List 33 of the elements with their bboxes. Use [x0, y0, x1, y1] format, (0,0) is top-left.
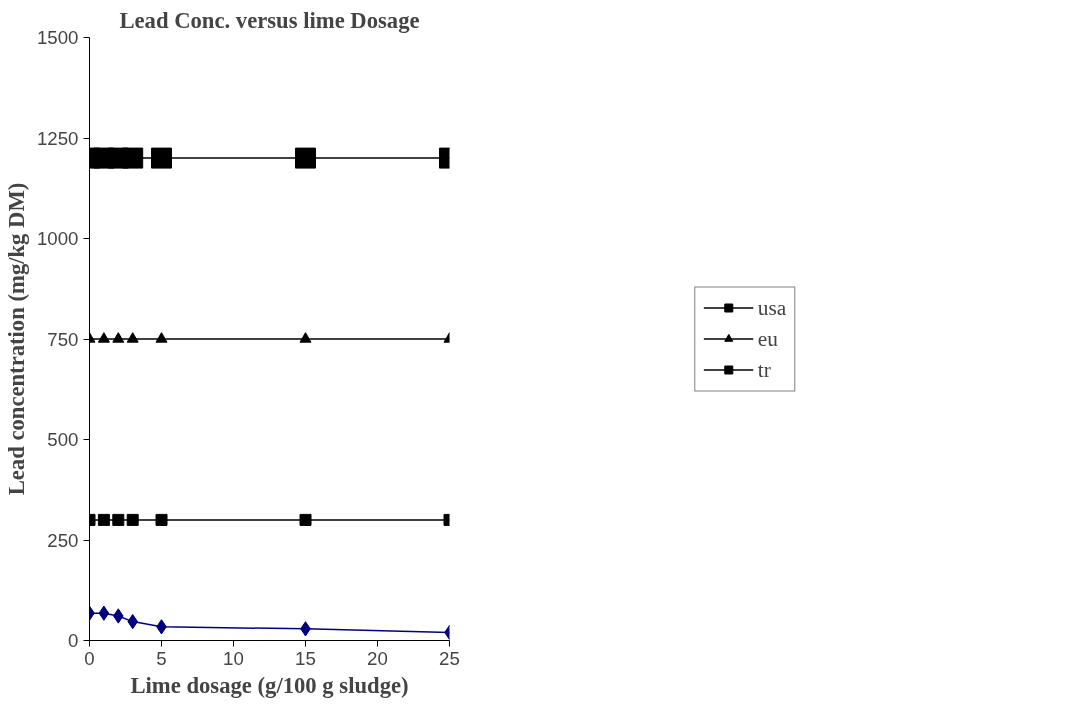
x-axis-title: Lime dosage (g/100 g sludge) [130, 672, 409, 698]
y-tick-label: 1250 [37, 127, 79, 149]
point [112, 513, 125, 526]
y-tick-label: 500 [47, 429, 79, 450]
point [299, 513, 312, 526]
x-tick-label: 25 [439, 647, 460, 669]
point [155, 332, 168, 343]
y-tick-label: 0 [68, 630, 79, 651]
point [112, 332, 125, 343]
point [98, 605, 110, 621]
legend-label: eu [757, 326, 778, 351]
point [126, 332, 139, 343]
y-tick-label: 1500 [37, 27, 79, 48]
point [122, 147, 144, 169]
x-tick-label: 5 [156, 647, 167, 669]
y-tick-label: 750 [47, 328, 79, 350]
point [97, 513, 110, 526]
x-tick-label: 10 [223, 647, 244, 669]
point [295, 147, 316, 169]
point [97, 332, 110, 343]
y-axis-title: Lead concentration (mg/kg DM) [4, 182, 29, 496]
point [155, 513, 168, 526]
point [126, 513, 139, 526]
point [299, 332, 312, 343]
chart-title: Lead Conc. versus lime Dosage [119, 7, 420, 33]
x-tick-label: 15 [295, 647, 316, 669]
point [151, 147, 172, 169]
x-tick-label: 0 [84, 647, 95, 669]
y-tick-label: 250 [47, 529, 79, 551]
y-tick-label: 1000 [37, 228, 79, 249]
legend-label: tr [757, 357, 772, 382]
legend-label: usa [757, 295, 787, 320]
x-tick-label: 20 [367, 647, 388, 669]
